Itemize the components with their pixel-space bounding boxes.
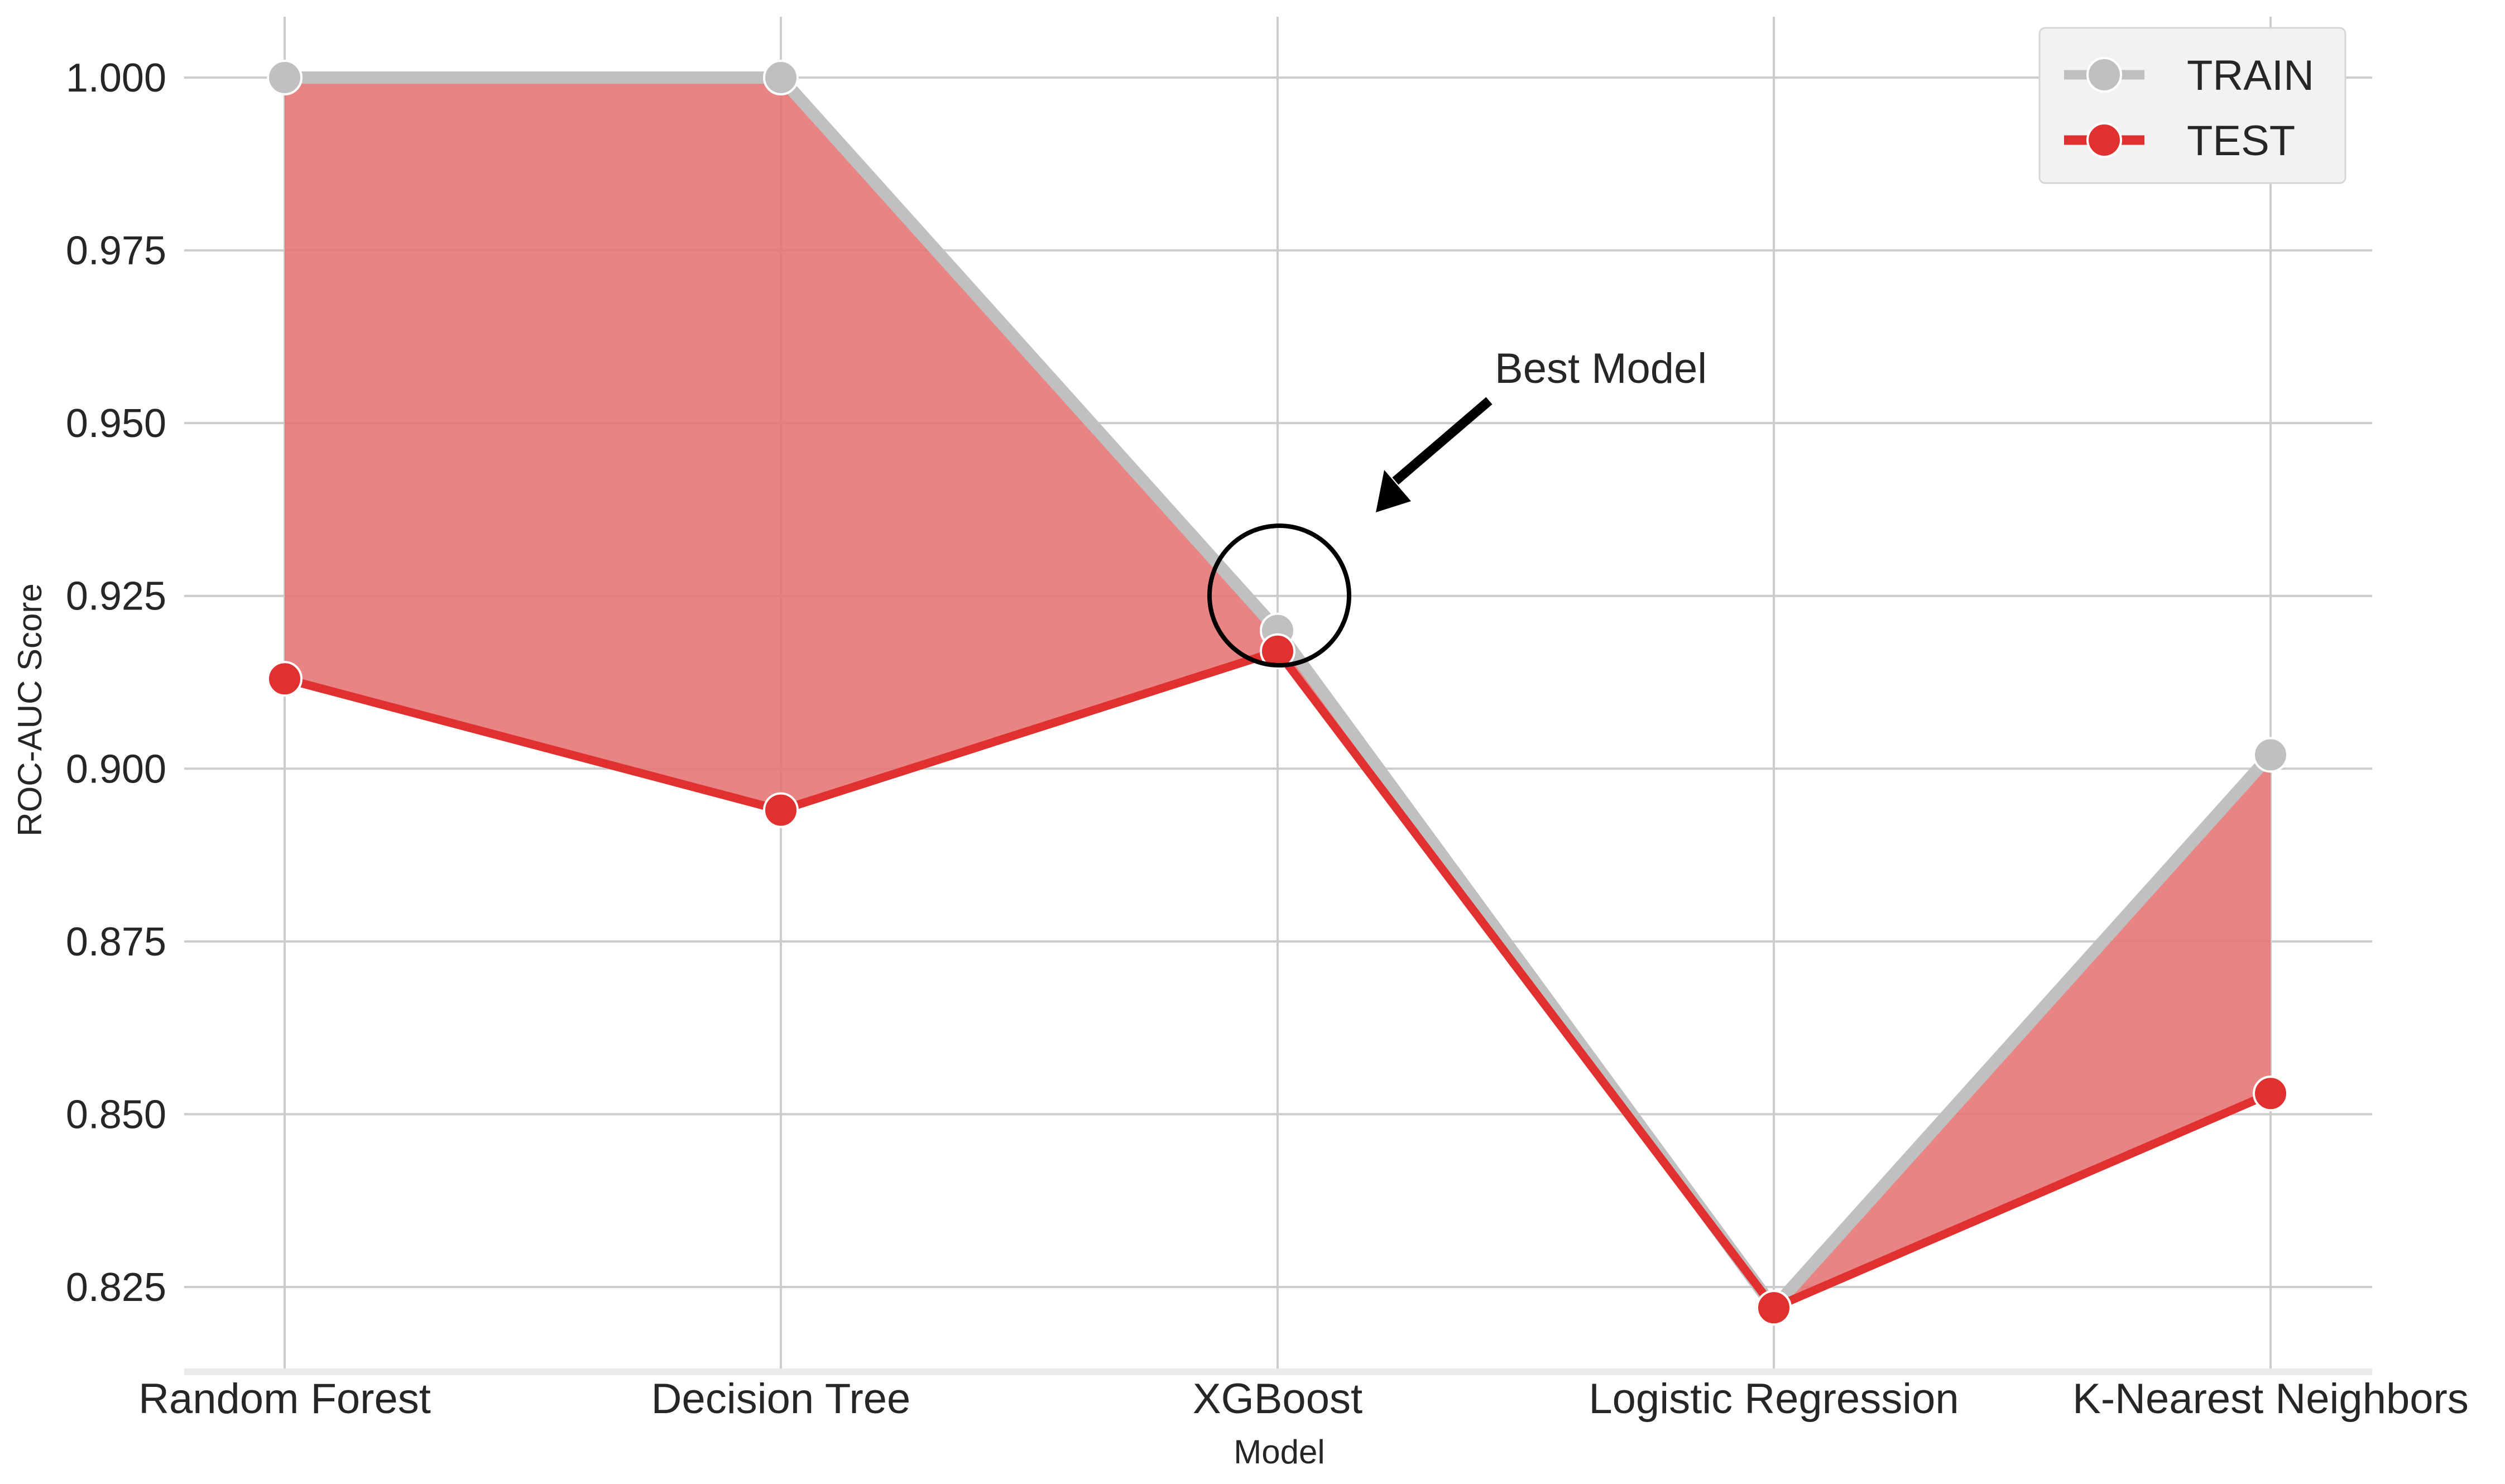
point-train-0 <box>267 60 303 95</box>
legend-label-test: TEST <box>2187 117 2295 165</box>
point-train-1 <box>763 60 799 95</box>
y-tick-label-5: 0.950 <box>66 401 166 446</box>
x-tick-label-3: Logistic Regression <box>1589 1375 1959 1423</box>
point-test-1 <box>763 792 799 828</box>
train-test-gap-fill <box>285 78 2271 1308</box>
points-layer <box>267 60 2288 1326</box>
annotation-label: Best Model <box>1495 345 1707 392</box>
x-tick-label-1: Decision Tree <box>651 1375 911 1423</box>
x-tick-labels: Random Forest Decision Tree XGBoost Logisti… <box>138 1375 2469 1423</box>
legend: TRAIN TEST <box>2038 27 2346 184</box>
y-tick-label-1: 0.850 <box>66 1092 166 1137</box>
point-test-0 <box>267 661 303 697</box>
y-tick-label-3: 0.900 <box>66 747 166 791</box>
annotation: Best Model <box>1207 345 1707 667</box>
y-tick-label-2: 0.875 <box>66 920 166 964</box>
y-tick-label-6: 0.975 <box>66 229 166 273</box>
y-tick-labels: 0.825 0.850 0.875 0.900 0.925 0.950 0.975 1.000 <box>66 56 166 1310</box>
x-axis-title: Model <box>1234 1433 1325 1471</box>
legend-entries: TRAIN TEST <box>2064 52 2314 165</box>
fill-layer <box>285 78 2271 1308</box>
x-tick-label-2: XGBoost <box>1193 1375 1362 1423</box>
x-axis-baseline <box>184 1368 2372 1375</box>
legend-marker-train <box>2086 57 2122 93</box>
best-model-circle <box>1207 524 1351 667</box>
y-tick-label-7: 1.000 <box>66 56 166 100</box>
x-tick-label-0: Random Forest <box>138 1375 431 1423</box>
point-train-4 <box>2253 737 2288 773</box>
annotation-arrow-head <box>1376 470 1411 512</box>
y-tick-label-0: 0.825 <box>66 1265 166 1310</box>
y-axis-title: ROC-AUC Score <box>11 583 49 836</box>
x-tick-label-4: K-Nearest Neighbors <box>2072 1375 2469 1423</box>
point-test-4 <box>2253 1075 2288 1112</box>
y-tick-label-4: 0.925 <box>66 574 166 619</box>
point-test-3 <box>1756 1290 1792 1326</box>
annotation-arrow-shaft <box>1392 397 1493 485</box>
legend-marker-test <box>2086 122 2122 158</box>
point-test-2 <box>1260 633 1295 669</box>
legend-label-train: TRAIN <box>2187 52 2314 99</box>
